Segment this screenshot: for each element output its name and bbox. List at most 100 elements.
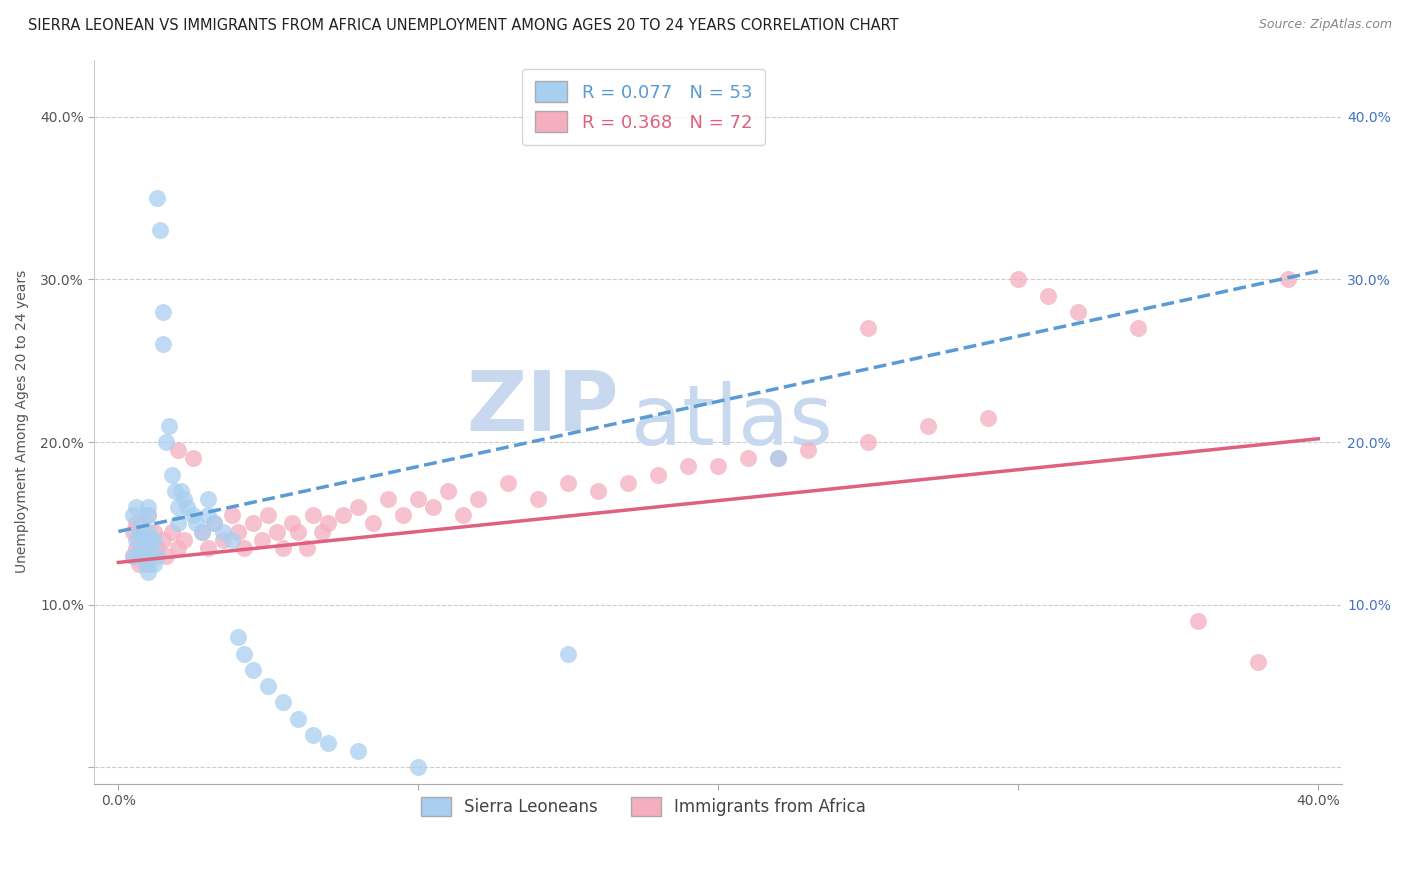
Point (134, 533, 156, 547)
Point (1128, 321, 1150, 335)
Point (392, 508, 415, 523)
Point (257, 679, 280, 693)
Point (197, 491, 219, 506)
Point (377, 491, 399, 506)
Point (318, 736, 340, 750)
Point (146, 549, 169, 563)
Point (221, 508, 243, 523)
Point (228, 524, 250, 539)
Text: SIERRA LEONEAN VS IMMIGRANTS FROM AFRICA UNEMPLOYMENT AMONG AGES 20 TO 24 YEARS : SIERRA LEONEAN VS IMMIGRANTS FROM AFRICA… (28, 18, 898, 33)
Point (125, 533, 148, 547)
Point (347, 744, 370, 758)
Point (768, 451, 790, 466)
Point (228, 630, 250, 644)
Point (977, 410, 1000, 425)
Point (128, 524, 150, 539)
Point (318, 516, 340, 531)
Point (1247, 655, 1270, 669)
Point (647, 467, 669, 482)
Point (134, 557, 156, 571)
Point (141, 549, 163, 563)
Point (202, 516, 225, 531)
Point (917, 418, 939, 433)
Point (297, 541, 319, 555)
Point (138, 508, 160, 523)
Point (143, 557, 166, 571)
Point (122, 549, 145, 563)
Point (131, 549, 153, 563)
Point (527, 491, 550, 506)
Point (363, 516, 385, 531)
Point (152, 533, 174, 547)
Point (138, 565, 160, 579)
Point (183, 508, 205, 523)
Point (273, 541, 295, 555)
Point (1187, 614, 1209, 628)
Point (167, 541, 190, 555)
Point (122, 524, 145, 539)
Point (170, 483, 193, 498)
Point (122, 549, 145, 563)
Point (557, 647, 579, 661)
Point (125, 541, 148, 555)
Point (212, 524, 235, 539)
Point (588, 483, 610, 498)
Point (257, 508, 280, 523)
Point (242, 663, 264, 677)
Point (197, 508, 219, 523)
Point (281, 516, 304, 531)
Point (186, 516, 208, 531)
Point (125, 500, 148, 514)
Point (131, 516, 153, 531)
Point (146, 541, 169, 555)
Point (138, 541, 160, 555)
Point (311, 524, 333, 539)
Point (768, 451, 790, 466)
Point (141, 549, 163, 563)
Point (157, 418, 180, 433)
Point (858, 435, 880, 450)
Point (155, 549, 177, 563)
Point (437, 483, 460, 498)
Point (453, 508, 475, 523)
Point (302, 508, 325, 523)
Point (167, 500, 190, 514)
Point (252, 533, 274, 547)
Point (1007, 272, 1029, 286)
Point (125, 516, 148, 531)
Point (617, 475, 640, 490)
Point (128, 533, 150, 547)
Point (1038, 288, 1060, 302)
Point (146, 191, 169, 205)
Point (266, 524, 288, 539)
Point (128, 549, 150, 563)
Point (138, 500, 160, 514)
Point (138, 557, 160, 571)
Point (138, 524, 160, 539)
Point (173, 491, 195, 506)
Text: Source: ZipAtlas.com: Source: ZipAtlas.com (1258, 18, 1392, 31)
Point (138, 533, 160, 547)
Point (149, 223, 172, 237)
Text: atlas: atlas (631, 381, 832, 462)
Point (422, 500, 444, 514)
Point (167, 516, 190, 531)
Point (242, 516, 264, 531)
Point (143, 524, 166, 539)
Point (122, 508, 145, 523)
Point (197, 541, 219, 555)
Point (128, 557, 150, 571)
Point (347, 500, 370, 514)
Text: ZIP: ZIP (465, 367, 619, 448)
Point (467, 491, 489, 506)
Point (1067, 305, 1090, 319)
Point (302, 728, 325, 742)
Point (498, 475, 520, 490)
Point (408, 760, 430, 774)
Point (707, 459, 730, 474)
Point (557, 475, 579, 490)
Point (131, 541, 153, 555)
Point (332, 508, 354, 523)
Point (273, 695, 295, 709)
Point (858, 321, 880, 335)
